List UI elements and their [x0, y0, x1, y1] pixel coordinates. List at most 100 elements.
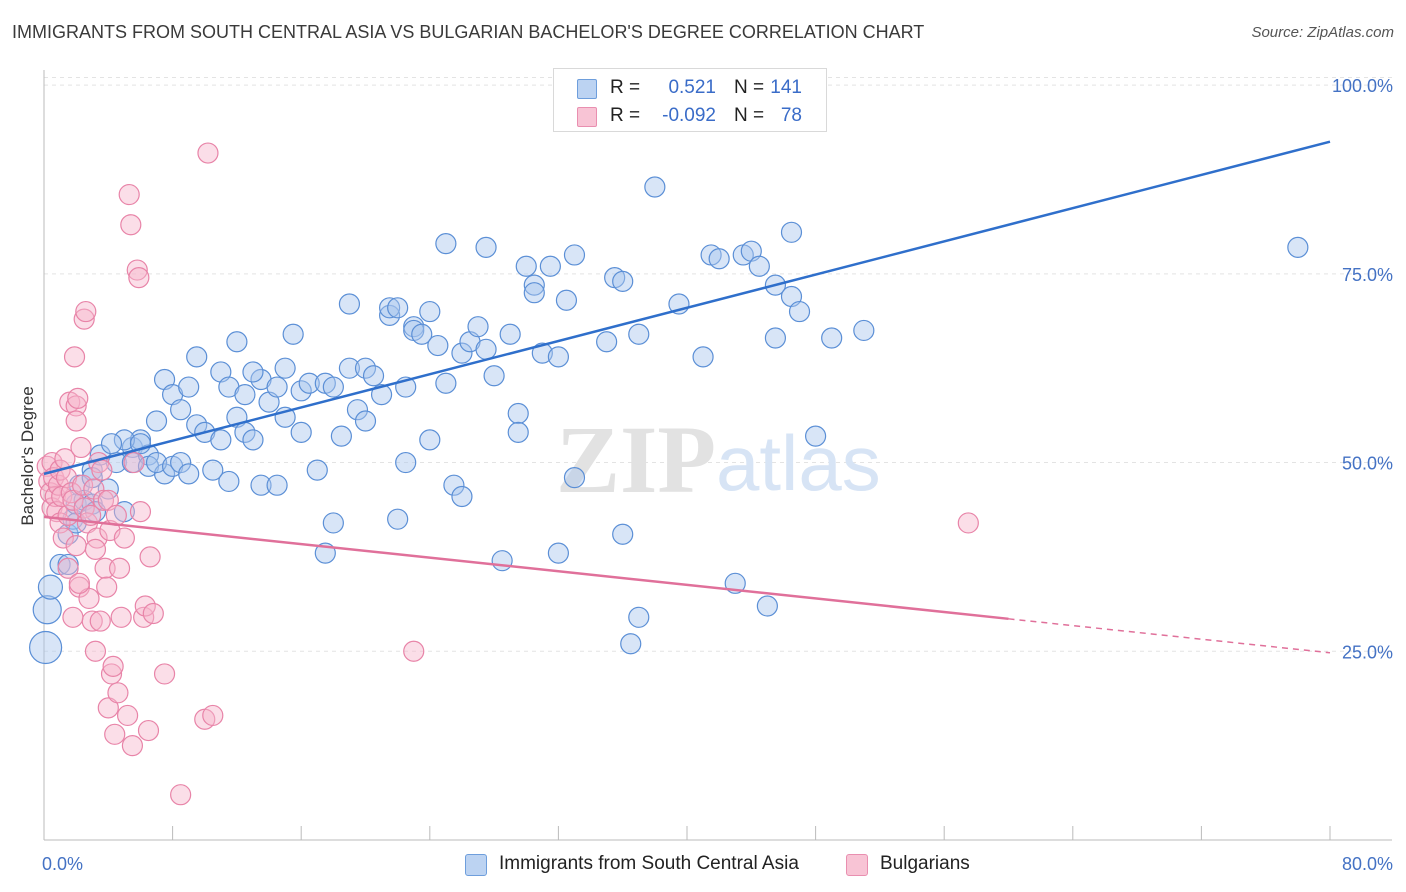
point-south-central-asia-19[interactable]: [113, 429, 135, 451]
source-label[interactable]: Source: ZipAtlas.com: [1251, 24, 1394, 41]
point-south-central-asia-32[interactable]: [178, 376, 200, 398]
point-bulgarians-27[interactable]: [71, 474, 94, 496]
point-bulgarians-29[interactable]: [73, 308, 95, 330]
point-south-central-asia-54[interactable]: [290, 421, 312, 443]
point-bulgarians-68[interactable]: [153, 663, 176, 685]
point-south-central-asia-25[interactable]: [170, 451, 192, 474]
point-bulgarians-37[interactable]: [86, 527, 108, 549]
point-bulgarians-74[interactable]: [957, 512, 979, 534]
point-south-central-asia-85[interactable]: [451, 485, 473, 508]
point-south-central-asia-79[interactable]: [419, 429, 441, 451]
point-south-central-asia-26[interactable]: [178, 463, 200, 485]
point-bulgarians-71[interactable]: [202, 704, 224, 727]
point-bulgarians-51[interactable]: [107, 682, 129, 704]
point-south-central-asia-127[interactable]: [804, 425, 827, 447]
point-bulgarians-24[interactable]: [67, 387, 89, 409]
point-bulgarians-61[interactable]: [128, 266, 150, 289]
point-bulgarians-56[interactable]: [118, 183, 140, 206]
point-south-central-asia-123[interactable]: [764, 327, 787, 349]
point-south-central-asia-135[interactable]: [186, 346, 208, 368]
point-south-central-asia-101[interactable]: [547, 542, 570, 564]
point-south-central-asia-55[interactable]: [298, 372, 320, 394]
point-south-central-asia-64[interactable]: [346, 399, 369, 421]
point-bulgarians-62[interactable]: [129, 501, 152, 523]
point-south-central-asia-103[interactable]: [563, 244, 586, 266]
point-bulgarians-59[interactable]: [123, 451, 145, 474]
point-south-central-asia-98[interactable]: [531, 342, 553, 364]
point-south-central-asia-128[interactable]: [821, 327, 843, 349]
point-south-central-asia-60[interactable]: [322, 512, 344, 534]
point-bulgarians-49[interactable]: [104, 723, 126, 745]
point-south-central-asia-74[interactable]: [395, 451, 417, 474]
point-south-central-asia-84[interactable]: [451, 342, 473, 364]
point-south-central-asia-111[interactable]: [644, 176, 666, 198]
point-bulgarians-26[interactable]: [70, 436, 92, 459]
point-south-central-asia-130[interactable]: [1287, 236, 1309, 259]
point-south-central-asia-43[interactable]: [242, 429, 264, 451]
point-south-central-asia-97[interactable]: [523, 282, 545, 304]
point-south-central-asia-109[interactable]: [628, 323, 650, 345]
point-south-central-asia-104[interactable]: [563, 467, 586, 489]
point-south-central-asia-95[interactable]: [515, 255, 537, 277]
point-south-central-asia-59[interactable]: [330, 425, 352, 447]
point-south-central-asia-42[interactable]: [234, 384, 256, 406]
point-south-central-asia-120[interactable]: [748, 255, 770, 277]
point-bulgarians-77[interactable]: [62, 606, 84, 628]
point-south-central-asia-78[interactable]: [419, 300, 441, 323]
point-bulgarians-69[interactable]: [170, 784, 192, 806]
point-south-central-asia-93[interactable]: [507, 402, 529, 425]
point-south-central-asia-88[interactable]: [475, 338, 497, 360]
point-south-central-asia-116[interactable]: [708, 248, 730, 270]
point-bulgarians-57[interactable]: [120, 214, 142, 236]
point-south-central-asia-99[interactable]: [539, 255, 561, 277]
point-bulgarians-60[interactable]: [126, 259, 148, 281]
point-south-central-asia-90[interactable]: [483, 365, 505, 387]
point-bulgarians-18[interactable]: [60, 482, 82, 504]
point-south-central-asia-63[interactable]: [338, 357, 361, 379]
point-south-central-asia-66[interactable]: [354, 357, 377, 379]
point-south-central-asia-58[interactable]: [322, 376, 344, 398]
point-south-central-asia-114[interactable]: [692, 346, 714, 368]
point-bulgarians-73[interactable]: [403, 640, 425, 662]
point-south-central-asia-107[interactable]: [612, 270, 634, 292]
point-south-central-asia-22[interactable]: [153, 463, 176, 485]
point-south-central-asia-108[interactable]: [612, 523, 634, 545]
point-bulgarians-30[interactable]: [75, 300, 97, 323]
point-south-central-asia-23[interactable]: [145, 451, 168, 474]
point-bulgarians-53[interactable]: [110, 606, 132, 628]
point-south-central-asia-94[interactable]: [507, 421, 529, 443]
point-south-central-asia-71[interactable]: [387, 297, 409, 319]
point-south-central-asia-105[interactable]: [596, 331, 618, 353]
point-south-central-asia-50[interactable]: [274, 357, 296, 379]
point-south-central-asia-89[interactable]: [475, 236, 497, 259]
point-south-central-asia-35[interactable]: [202, 459, 224, 481]
point-bulgarians-45[interactable]: [97, 697, 119, 719]
point-south-central-asia-100[interactable]: [547, 346, 570, 368]
point-bulgarians-50[interactable]: [105, 504, 127, 526]
point-south-central-asia-51[interactable]: [282, 323, 304, 345]
point-bulgarians-64[interactable]: [134, 595, 156, 617]
point-bulgarians-22[interactable]: [65, 395, 87, 417]
point-south-central-asia-0[interactable]: [29, 630, 63, 665]
point-south-central-asia-110[interactable]: [628, 606, 650, 628]
point-bulgarians-75[interactable]: [68, 572, 90, 594]
point-south-central-asia-92[interactable]: [499, 323, 521, 345]
point-bulgarians-43[interactable]: [96, 576, 118, 598]
point-south-central-asia-82[interactable]: [435, 372, 457, 394]
point-bulgarians-21[interactable]: [65, 534, 87, 557]
point-south-central-asia-102[interactable]: [555, 289, 578, 311]
point-south-central-asia-136[interactable]: [242, 361, 264, 383]
point-south-central-asia-45[interactable]: [250, 474, 272, 496]
point-south-central-asia-12[interactable]: [97, 478, 119, 500]
point-bulgarians-72[interactable]: [197, 142, 219, 164]
point-south-central-asia-2[interactable]: [37, 574, 64, 600]
point-south-central-asia-31[interactable]: [170, 399, 192, 421]
point-south-central-asia-83[interactable]: [443, 474, 465, 496]
point-bulgarians-58[interactable]: [121, 735, 144, 757]
point-south-central-asia-44[interactable]: [218, 470, 240, 493]
point-south-central-asia-96[interactable]: [523, 274, 545, 296]
point-bulgarians-42[interactable]: [94, 557, 116, 579]
point-south-central-asia-48[interactable]: [266, 376, 288, 398]
point-south-central-asia-1[interactable]: [32, 595, 62, 625]
point-bulgarians-47[interactable]: [100, 663, 123, 685]
